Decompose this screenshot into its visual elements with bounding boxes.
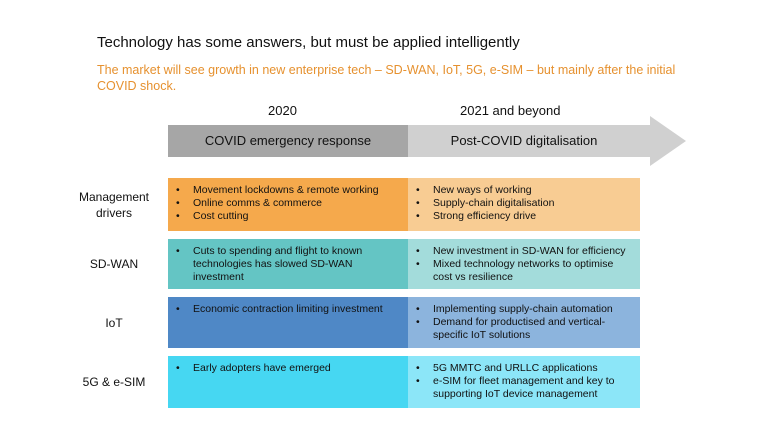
bullet-item: Mixed technology networks to optimise co…	[416, 258, 634, 284]
cell-right: 5G MMTC and URLLC applicationse-SIM for …	[408, 356, 640, 408]
bullet-item: New investment in SD-WAN for efficiency	[416, 245, 634, 258]
bullet-list: Implementing supply-chain automationDema…	[416, 303, 634, 342]
cell-right: Implementing supply-chain automationDema…	[408, 297, 640, 348]
bullet-list: Early adopters have emerged	[176, 362, 402, 375]
cell-right: New ways of workingSupply-chain digitali…	[408, 178, 640, 231]
bullet-item: Strong efficiency drive	[416, 210, 634, 223]
bullet-item: Implementing supply-chain automation	[416, 303, 634, 316]
bullet-item: Supply-chain digitalisation	[416, 197, 634, 210]
bullet-list: New investment in SD-WAN for efficiencyM…	[416, 245, 634, 284]
cell-left: Cuts to spending and flight to known tec…	[168, 239, 408, 289]
cell-left: Movement lockdowns & remote workingOnlin…	[168, 178, 408, 231]
phase-right-arrow	[408, 116, 686, 166]
bullet-list: New ways of workingSupply-chain digitali…	[416, 184, 634, 223]
row-label: SD-WAN	[89, 257, 139, 271]
bullet-item: Early adopters have emerged	[176, 362, 402, 375]
timeline-arrow	[168, 116, 686, 166]
phase-left-label: COVID emergency response	[204, 133, 372, 148]
bullet-item: New ways of working	[416, 184, 634, 197]
row-label: 5G & e-SIM	[82, 375, 146, 389]
cell-right: New investment in SD-WAN for efficiencyM…	[408, 239, 640, 289]
bullet-item: Economic contraction limiting investment	[176, 303, 402, 316]
bullet-list: 5G MMTC and URLLC applicationse-SIM for …	[416, 362, 634, 401]
bullet-item: e-SIM for fleet management and key to su…	[416, 375, 634, 401]
bullet-list: Economic contraction limiting investment	[176, 303, 402, 316]
bullet-item: Cuts to spending and flight to known tec…	[176, 245, 402, 284]
cell-left: Economic contraction limiting investment	[168, 297, 408, 348]
cell-left: Early adopters have emerged	[168, 356, 408, 408]
bullet-list: Cuts to spending and flight to known tec…	[176, 245, 402, 284]
bullet-item: Demand for productised and vertical-spec…	[416, 316, 634, 342]
row-label: Management drivers	[78, 189, 150, 220]
slide-subtitle: The market will see growth in new enterp…	[97, 63, 676, 93]
slide-title: Technology has some answers, but must be…	[97, 34, 520, 51]
phase-left-bar	[168, 125, 408, 157]
bullet-item: Online comms & commerce	[176, 197, 402, 210]
bullet-item: Cost cutting	[176, 210, 402, 223]
row-label: IoT	[105, 315, 123, 330]
bullet-item: 5G MMTC and URLLC applications	[416, 362, 634, 375]
year-2020: 2020	[268, 103, 297, 118]
bullet-item: Movement lockdowns & remote working	[176, 184, 402, 197]
bullet-list: Movement lockdowns & remote workingOnlin…	[176, 184, 402, 223]
year-2021-beyond: 2021 and beyond	[460, 103, 561, 118]
phase-right-label: Post-COVID digitalisation	[450, 133, 598, 148]
